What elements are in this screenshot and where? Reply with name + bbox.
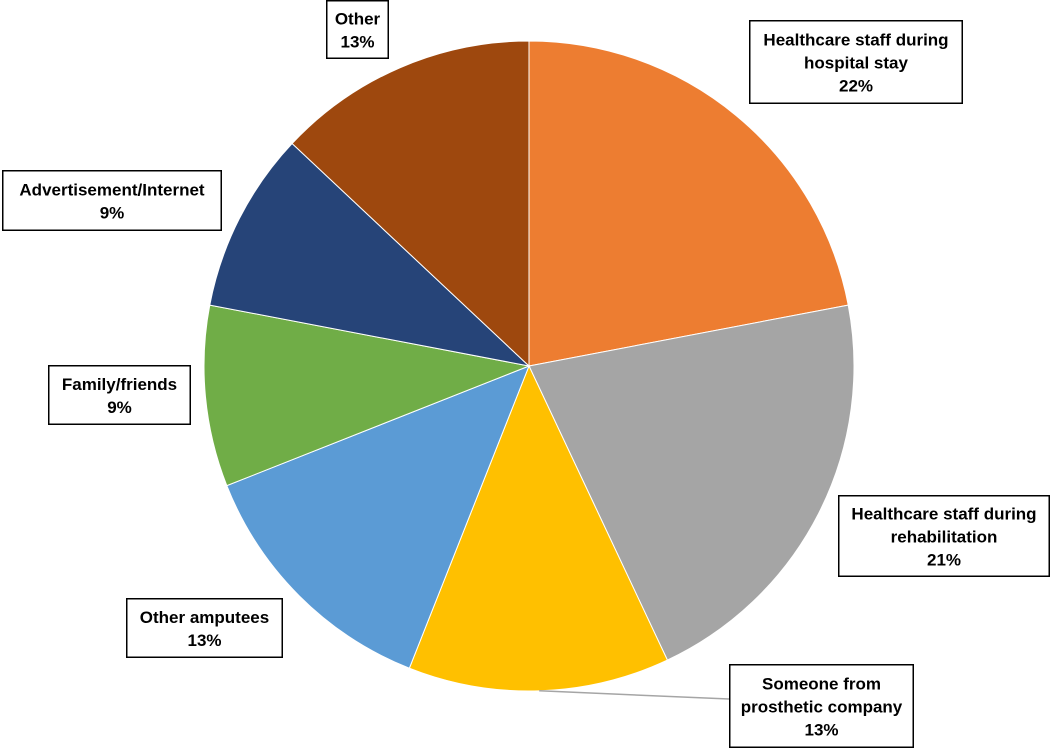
data-label-box xyxy=(326,0,389,59)
data-label-percent: 9% xyxy=(107,398,132,417)
data-label-category: hospital stay xyxy=(804,53,908,72)
pie-slice-family-friends xyxy=(203,304,531,487)
data-label-category: Family/friends xyxy=(62,375,177,394)
data-label-category: prosthetic company xyxy=(741,697,903,716)
data-label-percent: 21% xyxy=(927,550,961,569)
data-label-category: Healthcare staff during xyxy=(851,504,1036,523)
data-label-someone-from-prosthetic-company: Someone from prosthetic company 13% xyxy=(729,664,914,748)
data-label-percent: 13% xyxy=(340,32,374,51)
data-label-family-friends: Family/friends 9% xyxy=(48,365,191,425)
data-label-healthcare-staff-during-hospital-stay: Healthcare staff during hospital stay 22% xyxy=(749,20,963,104)
pie-slice-other xyxy=(291,40,530,368)
data-label-box xyxy=(838,495,1050,577)
pie-slice-advertisement-internet xyxy=(209,142,531,367)
slices-layer xyxy=(203,40,855,692)
data-label-category: Other amputees xyxy=(140,608,269,627)
data-label-box xyxy=(126,598,283,658)
leader-line-someone-from-prosthetic-company xyxy=(539,690,730,700)
data-label-healthcare-staff-during-rehabilitation: Healthcare staff during rehabilitation 21% xyxy=(838,495,1050,577)
data-label-box xyxy=(729,664,914,748)
data-label-other-amputees: Other amputees 13% xyxy=(126,598,283,658)
data-label-box xyxy=(48,365,191,425)
data-label-category: Other xyxy=(335,9,381,28)
data-label-percent: 13% xyxy=(187,631,221,650)
pie-slice-healthcare-staff-during-rehabilitation xyxy=(528,304,855,661)
data-label-box xyxy=(2,170,222,231)
data-label-percent: 22% xyxy=(839,76,873,95)
leader-lines-layer xyxy=(539,690,730,700)
data-label-box xyxy=(749,20,963,104)
data-label-category: Healthcare staff during xyxy=(763,30,948,49)
data-label-other: Other 13% xyxy=(326,0,389,59)
pie-slice-healthcare-staff-during-hospital-stay xyxy=(528,40,849,367)
data-label-category: rehabilitation xyxy=(891,527,998,546)
data-label-category: Someone from xyxy=(762,674,881,693)
data-label-percent: 9% xyxy=(100,203,125,222)
data-label-advertisement-internet: Advertisement/Internet 9% xyxy=(2,170,222,231)
data-label-percent: 13% xyxy=(804,720,838,739)
pie-slice-other-amputees xyxy=(226,365,530,669)
data-label-category: Advertisement/Internet xyxy=(19,180,204,199)
